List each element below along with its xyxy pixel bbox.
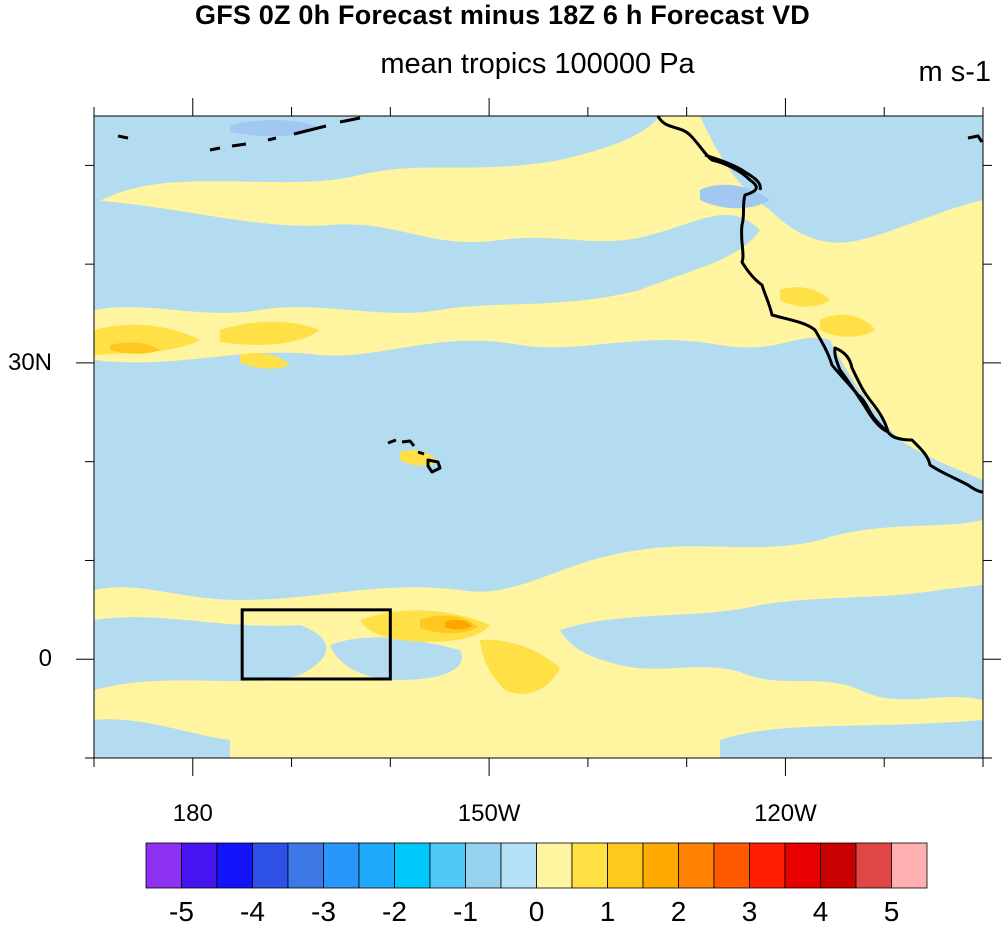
colorbar-tick-label: 3 [741, 896, 758, 927]
negative-region [700, 116, 983, 243]
negative-region [720, 720, 983, 758]
colorbar-swatch [820, 842, 857, 889]
colorbar-tick-label: 0 [528, 896, 545, 927]
colorbar-swatch [145, 842, 182, 889]
coastline-east [967, 134, 983, 143]
x-tick-label: 180 [172, 800, 213, 827]
positive-region [780, 287, 830, 307]
colorbar-tick-label: -4 [240, 896, 265, 927]
colorbar-swatch [252, 842, 289, 889]
coastline-north-america [656, 116, 983, 494]
negative-region [94, 116, 660, 205]
colorbar-swatch [571, 842, 608, 889]
x-tick-label: 120W [754, 800, 817, 827]
axis-ticks [76, 98, 1001, 776]
positive-region [820, 314, 875, 337]
units-label: m s-1 [918, 56, 992, 88]
positive-region [220, 321, 320, 345]
colorbar-swatch [429, 842, 466, 889]
colorbar-tick-label: 5 [883, 896, 900, 927]
contour-field [94, 116, 983, 758]
colorbar-swatch [358, 842, 395, 889]
chart-title: GFS 0Z 0h Forecast minus 18Z 6 h Forecas… [195, 0, 810, 30]
colorbar-swatch [216, 842, 253, 889]
colorbar-swatch [536, 842, 573, 889]
coastline-bay [704, 153, 762, 191]
positive-region [240, 353, 290, 369]
y-tick-label: 30N [7, 348, 52, 376]
colorbar-swatch [713, 842, 750, 889]
negative-region [600, 429, 880, 484]
colorbar-swatch [891, 842, 928, 889]
coastline-baja [833, 346, 890, 434]
colorbar-swatch [500, 842, 537, 889]
strong-positive-region [110, 342, 160, 354]
coastline-hawaii [387, 438, 442, 474]
colorbar-swatch [855, 842, 892, 889]
map-frame [93, 115, 984, 759]
colorbar-swatch [784, 842, 821, 889]
negative-region [94, 617, 327, 690]
colorbar-swatch [607, 842, 644, 889]
colorbar-tick-label: -2 [382, 896, 407, 927]
colorbar-swatch [394, 842, 431, 889]
colorbar-tick-label: 1 [599, 896, 616, 927]
chart-subtitle: mean tropics 100000 Pa [380, 48, 695, 80]
colorbar-swatch [749, 842, 786, 889]
region-highlight-box [240, 608, 392, 681]
colorbar-swatch [678, 842, 715, 889]
colorbar-tick-label: -1 [453, 896, 478, 927]
colorbar-swatch [181, 842, 218, 889]
coastline [117, 116, 983, 494]
colorbar-swatch [465, 842, 502, 889]
negative-region [94, 200, 760, 313]
peak-positive-region [445, 619, 472, 630]
colorbar-tick-label: 4 [812, 896, 829, 927]
colorbar-swatch [642, 842, 679, 889]
negative-region [94, 719, 230, 758]
y-tick-label: 0 [38, 645, 52, 673]
positive-region [480, 639, 560, 694]
colorbar [145, 842, 928, 889]
colorbar-swatch [287, 842, 324, 889]
coastline-aleutians [117, 116, 361, 152]
negative-region [94, 337, 983, 600]
colorbar-tick-label: 2 [670, 896, 687, 927]
colorbar-swatch [323, 842, 360, 889]
negative-region [560, 585, 983, 700]
colorbar-tick-label: -3 [311, 896, 336, 927]
x-tick-label: 150W [457, 800, 521, 827]
negative-region [94, 419, 330, 471]
colorbar-tick-label: -5 [169, 896, 194, 927]
negative-region [330, 637, 462, 680]
